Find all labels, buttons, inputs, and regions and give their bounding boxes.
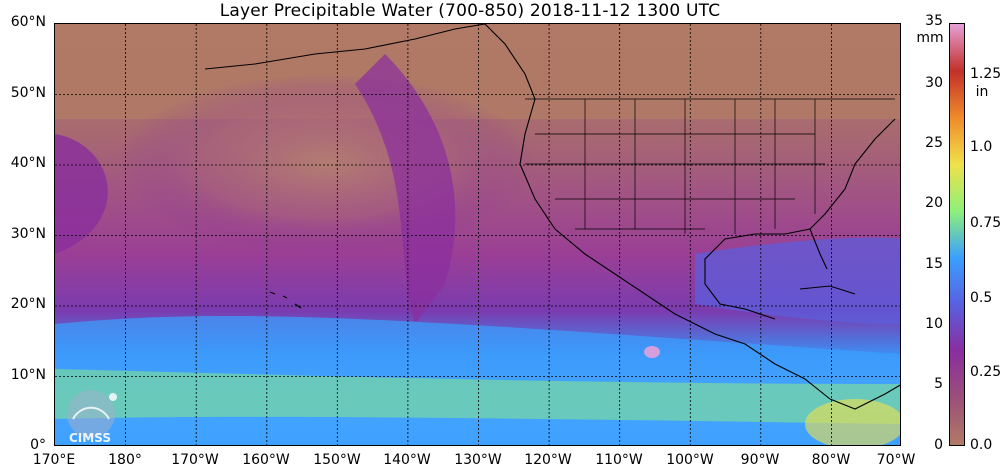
cuba <box>799 285 856 295</box>
lon-label-180: 180° <box>108 452 142 468</box>
lon-label-100w: 100°W <box>666 452 714 468</box>
lat-label-10n: 10°N <box>10 367 46 383</box>
lon-label-130w: 130°W <box>454 452 502 468</box>
lon-label-120w: 120°W <box>524 452 572 468</box>
cimss-logo: CIMSS <box>67 390 117 445</box>
lon-label-170w: 170°W <box>171 452 219 468</box>
cimss-logo-text: CIMSS <box>69 431 111 445</box>
precipitable-water-map: CIMSS <box>54 23 901 446</box>
colorbar-in-1-25: 1.25 <box>970 66 1000 82</box>
alaska-coast <box>204 24 486 70</box>
atmospheric-river-band <box>355 54 456 324</box>
lon-label-150w: 150°W <box>313 452 361 468</box>
lon-label-110w: 110°W <box>595 452 643 468</box>
caribbean-moist-spot <box>805 399 900 445</box>
colorbar-in-0-0: 0.0 <box>970 437 993 453</box>
colorbar-mm-0: 0 <box>934 437 943 453</box>
colorbar-in-unit: in <box>975 84 989 100</box>
gridlines <box>55 24 900 445</box>
map-title: Layer Precipitable Water (700-850) 2018-… <box>219 1 721 21</box>
lat-label-40n: 40°N <box>10 155 46 171</box>
gulf-moisture <box>695 237 900 324</box>
lon-label-140w: 140°W <box>383 452 431 468</box>
colorbar-mm-10: 10 <box>925 316 943 332</box>
state-borders <box>525 98 895 234</box>
colorbar-mm-25: 25 <box>925 135 943 151</box>
florida <box>809 228 828 270</box>
lon-label-90w: 90°W <box>740 452 780 468</box>
colorbar <box>949 23 965 446</box>
lat-label-60n: 60°N <box>10 14 46 30</box>
north-america-west-coast <box>484 24 831 400</box>
colorbar-mm-5: 5 <box>934 376 943 392</box>
lat-label-50n: 50°N <box>10 85 46 101</box>
colorbar-mm-unit: mm <box>916 30 944 46</box>
pacific-low-swirl <box>115 74 535 254</box>
lon-label-80w: 80°W <box>811 452 851 468</box>
colorbar-mm-30: 30 <box>925 75 943 91</box>
coastlines <box>204 24 900 410</box>
tropical-storm-spot <box>644 346 660 358</box>
colorbar-in-0-75: 0.75 <box>970 215 1000 231</box>
south-america-coast <box>829 384 900 410</box>
colorbar-in-0-25: 0.25 <box>970 364 1000 380</box>
hawaii-islands <box>269 291 302 309</box>
colorbar-mm-20: 20 <box>925 195 943 211</box>
colorbar-mm-15: 15 <box>925 256 943 272</box>
lon-label-170e: 170°E <box>32 452 76 468</box>
lon-label-160w: 160°W <box>242 452 290 468</box>
moisture-plume-west <box>55 134 108 254</box>
lat-label-0: 0° <box>30 437 46 453</box>
colorbar-in-0-5: 0.5 <box>970 290 993 306</box>
lat-label-20n: 20°N <box>10 296 46 312</box>
gulf-and-east-coast <box>704 118 896 320</box>
itcz-band <box>55 369 900 424</box>
lat-label-30n: 30°N <box>10 226 46 242</box>
lon-label-70w: 70°W <box>876 452 916 468</box>
colorbar-mm-35: 35 <box>925 13 943 29</box>
colorbar-in-1-0: 1.0 <box>970 139 993 155</box>
